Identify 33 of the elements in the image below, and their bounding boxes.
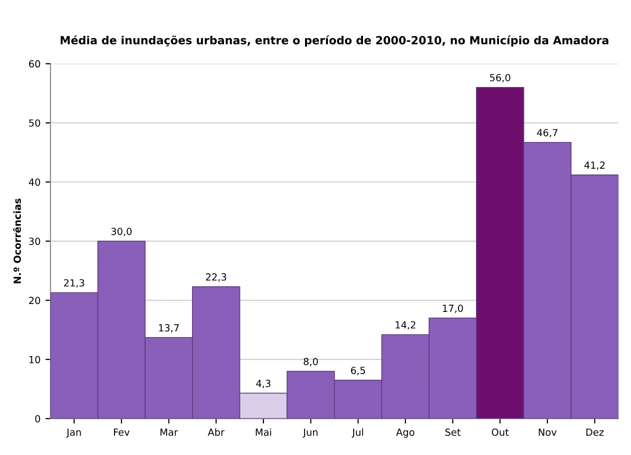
y-tick-label: 60 xyxy=(29,60,40,68)
y-tick-label: 0 xyxy=(35,415,40,422)
x-tick-label: Nov xyxy=(538,428,557,436)
chart-title: Média de inundações urbanas, entre o período de 2000-2010, no Município da Amadora xyxy=(60,35,608,47)
y-tick-label: 20 xyxy=(29,296,40,304)
x-tick-label: Abr xyxy=(208,428,225,436)
data-label: 14,2 xyxy=(396,321,416,330)
data-label: 6,5 xyxy=(351,366,365,376)
data-label: 41,2 xyxy=(584,162,605,170)
x-tick-label: Jan xyxy=(66,428,81,438)
y-tick-label: 40 xyxy=(28,178,40,186)
y-tick-label: 50 xyxy=(29,119,40,127)
x-tick-label: Set xyxy=(445,428,460,436)
x-tick-label: Dez xyxy=(586,428,604,436)
y-tick-label: 30 xyxy=(29,238,40,245)
x-tick-label: Out xyxy=(492,428,509,436)
data-label: 4,3 xyxy=(256,380,270,388)
data-label: 21,3 xyxy=(64,279,84,288)
y-tick-label: 10 xyxy=(29,356,40,364)
data-label: 56,0 xyxy=(490,74,510,82)
x-tick-label: Jun xyxy=(302,428,318,438)
x-tick-label: Fev xyxy=(114,428,130,436)
x-tick-label: Mar xyxy=(160,428,178,436)
x-tick-label: Jul xyxy=(352,428,364,438)
data-label: 22,3 xyxy=(206,273,226,282)
y-axis-title: N.º Ocorrências xyxy=(13,198,21,284)
data-label: 17,0 xyxy=(442,304,463,313)
data-label: 13,7 xyxy=(159,324,179,333)
x-tick-label: Ago xyxy=(396,428,414,438)
data-label: 30,0 xyxy=(111,228,132,236)
data-label: 46,7 xyxy=(537,128,558,138)
data-label: 8,0 xyxy=(304,358,318,366)
x-tick-label: Mai xyxy=(256,428,272,436)
